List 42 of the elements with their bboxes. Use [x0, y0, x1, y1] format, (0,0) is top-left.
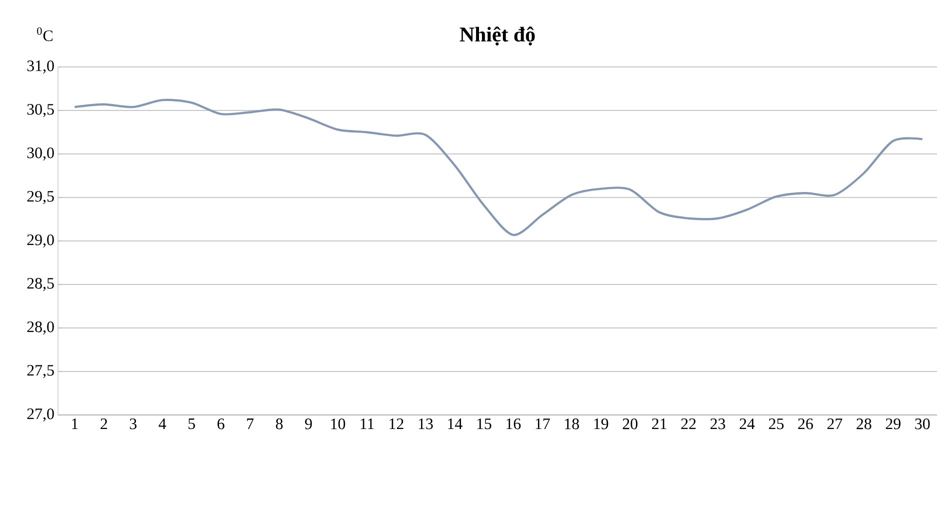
- x-tick-label: 7: [247, 418, 254, 429]
- y-tick-label: 31,0: [27, 60, 54, 74]
- x-tick-label: 13: [418, 418, 433, 430]
- y-tick-label: 30,5: [27, 104, 54, 118]
- x-tick-label: 29: [886, 418, 900, 430]
- y-tick-label: 30,0: [27, 147, 54, 161]
- y-tick-label: 29,5: [27, 190, 54, 204]
- y-tick-label: 29,0: [27, 234, 54, 248]
- x-tick-label: 24: [740, 418, 755, 430]
- x-tick-label: 17: [536, 418, 550, 430]
- x-tick-label: 20: [622, 418, 638, 430]
- x-tick-label: 18: [565, 418, 579, 430]
- x-tick-label: 19: [594, 418, 608, 430]
- y-tick-label: 27,5: [27, 364, 54, 378]
- x-tick-label: 6: [218, 418, 224, 430]
- x-tick-label: 5: [188, 418, 195, 430]
- x-tick-label: 25: [768, 418, 784, 430]
- y-tick-label: 28,5: [27, 278, 54, 292]
- x-tick-label: 3: [130, 418, 136, 430]
- x-tick-label: 12: [390, 418, 404, 430]
- x-tick-label: 21: [652, 418, 666, 430]
- x-tick-label: 22: [681, 418, 696, 430]
- chart-title: Nhiệt độ: [460, 26, 535, 46]
- x-tick-label: 2: [100, 418, 108, 430]
- y-axis-title: $^{0}$C: [37, 27, 52, 42]
- x-tick-label: 11: [360, 418, 374, 430]
- x-tick-label: 1: [72, 418, 78, 430]
- x-tick-label: 14: [448, 418, 462, 430]
- x-tick-label: 27: [827, 418, 842, 430]
- y-tick-label: 28,0: [27, 321, 54, 335]
- x-tick-label: 4: [158, 418, 166, 429]
- x-tick-label: 8: [276, 418, 283, 430]
- x-tick-label: 9: [305, 418, 312, 430]
- y-tick-label: 27,0: [27, 408, 54, 422]
- x-tick-label: 26: [798, 418, 813, 430]
- line-series: [74, 98, 924, 236]
- x-tick-label: 15: [477, 418, 492, 430]
- x-tick-label: 10: [331, 418, 346, 430]
- x-tick-label: 16: [506, 418, 521, 430]
- x-tick-label: 23: [710, 418, 726, 430]
- x-tick-label: 30: [915, 418, 930, 430]
- x-tick-label: 28: [856, 418, 872, 430]
